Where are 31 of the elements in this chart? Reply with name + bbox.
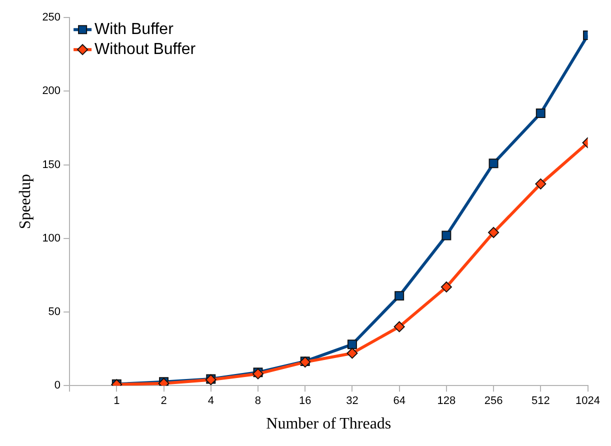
point (536, 108, 546, 118)
x-tick-label: 1 (114, 395, 120, 408)
x-tick-label: 8 (254, 395, 262, 408)
x-tick-label: 2 (160, 395, 167, 408)
x-tick-label: 64 (393, 395, 406, 408)
legend-label: Without Buffer (94, 41, 196, 58)
point (346, 348, 358, 359)
x-tick-label: 4 (208, 395, 214, 408)
x-tick-label: 1024 (576, 395, 600, 408)
point (442, 230, 452, 240)
x-tick-label: 512 (531, 395, 550, 408)
x-tick-label: 128 (437, 395, 456, 408)
x-tick-label: 32 (346, 395, 358, 408)
y-tick-label: 250 (42, 12, 61, 24)
y-tick-label: 150 (42, 158, 61, 171)
point (440, 281, 452, 292)
y-tick-label: 0 (54, 380, 61, 392)
x-tick-label: 16 (298, 395, 312, 408)
x-tick-label: 256 (484, 395, 503, 408)
point (394, 321, 405, 332)
point (488, 227, 500, 238)
y-tick-label: 200 (42, 85, 61, 98)
point (394, 291, 404, 301)
y-axis-title: Speedup (16, 174, 34, 230)
x-axis-title: Number of Threads (266, 416, 392, 433)
point (488, 158, 498, 168)
point (347, 340, 357, 350)
y-tick-label: 50 (48, 306, 61, 318)
legend-label: With Buffer (94, 21, 174, 38)
point (535, 178, 546, 190)
y-tick-label: 100 (42, 232, 61, 244)
